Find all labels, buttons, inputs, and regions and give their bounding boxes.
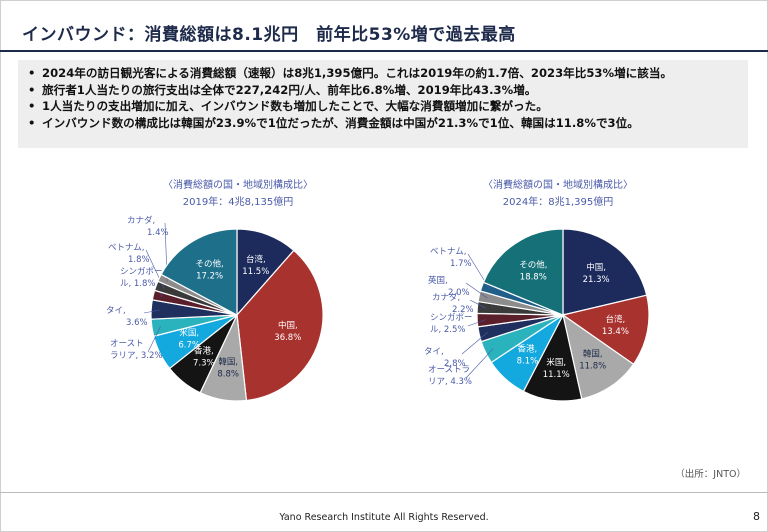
bullet-text: 旅行者1人当たりの旅行支出は全体で227,242円/人、前年比6.8%増、201… [42,82,537,97]
slice-label-value: ラリア, 3.2% [110,351,163,361]
slice-label: タイ, [106,306,126,316]
slice-label: シンガポー [430,312,473,323]
slice-value: 3.6% [126,318,148,328]
bullet-item: • インバウンド数の構成比は韓国が23.9%で1位だったが、消費金額は中国が21.… [28,115,639,130]
leader-line [469,299,487,309]
slice-value: 2.0% [448,288,470,298]
pie-slice [236,249,324,402]
slice-label: 香港, [194,346,214,357]
slice-label: 台湾, [246,254,266,265]
slice-value: 1.8% [128,255,150,265]
slice-label: 韓国, [583,348,603,359]
slice-label: シンガポー [120,266,163,277]
chart-2024-title: 〈消費総額の国・地域別構成比〉 [483,180,633,191]
slice-value: 36.8% [274,333,301,343]
pie-chart-2019: 台湾, 11.5% 中国, 36.8% 韓国, 8.8% 香港, 7.3% 米国, 6.7% オース… [106,215,324,402]
slice-label: 米国, [179,328,199,339]
slice-value: 2.8% [444,359,466,369]
slice-label: タイ, [424,347,444,357]
pie-slice [160,228,238,317]
slice-label: 英国, [428,275,448,286]
slice-value: 21.3% [583,275,610,285]
leader-line [461,332,488,355]
slice-label: 台湾, [606,314,626,325]
bullet-item: • 旅行者1人当たりの旅行支出は全体で227,242円/人、前年比6.8%増、20… [28,82,537,97]
pie-slice [236,228,295,317]
bullet-text: 1人当たりの支出増加に加え、インバウンド数も増加したことで、大幅な消費額増加に繋… [42,99,548,113]
slice-value: 18.8% [520,273,547,283]
chart-2024-subtitle: 2024年：8兆1,395億円 [502,197,614,208]
footer-divider [0,492,768,493]
slice-label: オースト [110,339,144,349]
slice-label: その他, [195,258,223,269]
slice-label: オーストラ [428,365,470,375]
page-title: インバウンド：消費総額は8.1兆円 前年比53%増で過去最高 [22,25,516,45]
slice-label: カナダ, [127,215,155,226]
slice-label: 中国, [278,320,298,331]
leader-line [465,282,488,299]
leader-line [147,326,161,353]
leader-line [143,309,160,314]
slice-value: 11.1% [543,370,570,380]
bullet-item: • 2024年の訪日観光客による消費総額（速報）は8兆1,395億円。これは201… [28,66,673,80]
leader-line [467,319,486,327]
slice-value: 11.5% [242,267,269,277]
slice-label: 韓国, [218,357,238,368]
slice-label-value: リア, 4.3% [428,377,472,387]
pie-slice [561,294,650,366]
slice-value: 17.2% [196,271,223,281]
slice-label: ベトナム, [108,243,144,253]
page-number: 8 [753,510,760,523]
pie-slice [562,228,648,316]
chart-2019-title: 〈消費総額の国・地域別構成比〉 [163,180,313,191]
slice-value: 8.1% [517,357,539,367]
chart-2019-subtitle: 2019年：4兆8,135億円 [182,197,294,208]
bullet-item: • 1人当たりの支出増加に加え、インバウンド数も増加したことで、大幅な消費額増加に… [28,99,548,113]
slice-value: 8.8% [217,370,239,380]
slice-value: 1.4% [147,228,169,238]
slice-label: その他, [519,260,547,271]
slice-label: ベトナム, [430,247,466,257]
slice-value: 11.8% [579,361,606,371]
slice-label: 香港, [518,344,538,355]
pie-slice [482,228,564,316]
slice-label: 中国, [586,262,606,273]
pie-chart-2024: 中国, 21.3% 台湾, 13.4% 韓国, 11.8% 米国, 11.1% 香港, 8.1% オ… [424,228,650,402]
slice-value: 13.4% [602,327,629,337]
leader-line [465,348,494,379]
title-divider [0,50,768,52]
slice-value: 2.2% [452,305,474,315]
slice-label: カナダ, [432,292,460,303]
slice-label-value: ル, 1.8% [120,279,156,289]
summary-box: • 2024年の訪日観光客による消費総額（速報）は8兆1,395億円。これは201… [18,60,748,148]
bullet-text: インバウンド数の構成比は韓国が23.9%で1位だったが、消費金額は中国が21.3… [42,115,639,130]
slice-value: 1.7% [450,259,472,269]
source-note: （出所：JNTO） [675,469,746,480]
bullet-text: 2024年の訪日観光客による消費総額（速報）は8兆1,395億円。これは2019… [42,66,673,80]
slice-label: 米国, [546,357,566,368]
pie-slice [562,313,635,400]
slice-label-value: ル, 2.5% [430,325,466,335]
copyright-text: Yano Research Institute All Rights Reser… [279,512,489,523]
slice-value: 7.3% [193,359,215,369]
slice-value: 6.7% [178,341,200,351]
